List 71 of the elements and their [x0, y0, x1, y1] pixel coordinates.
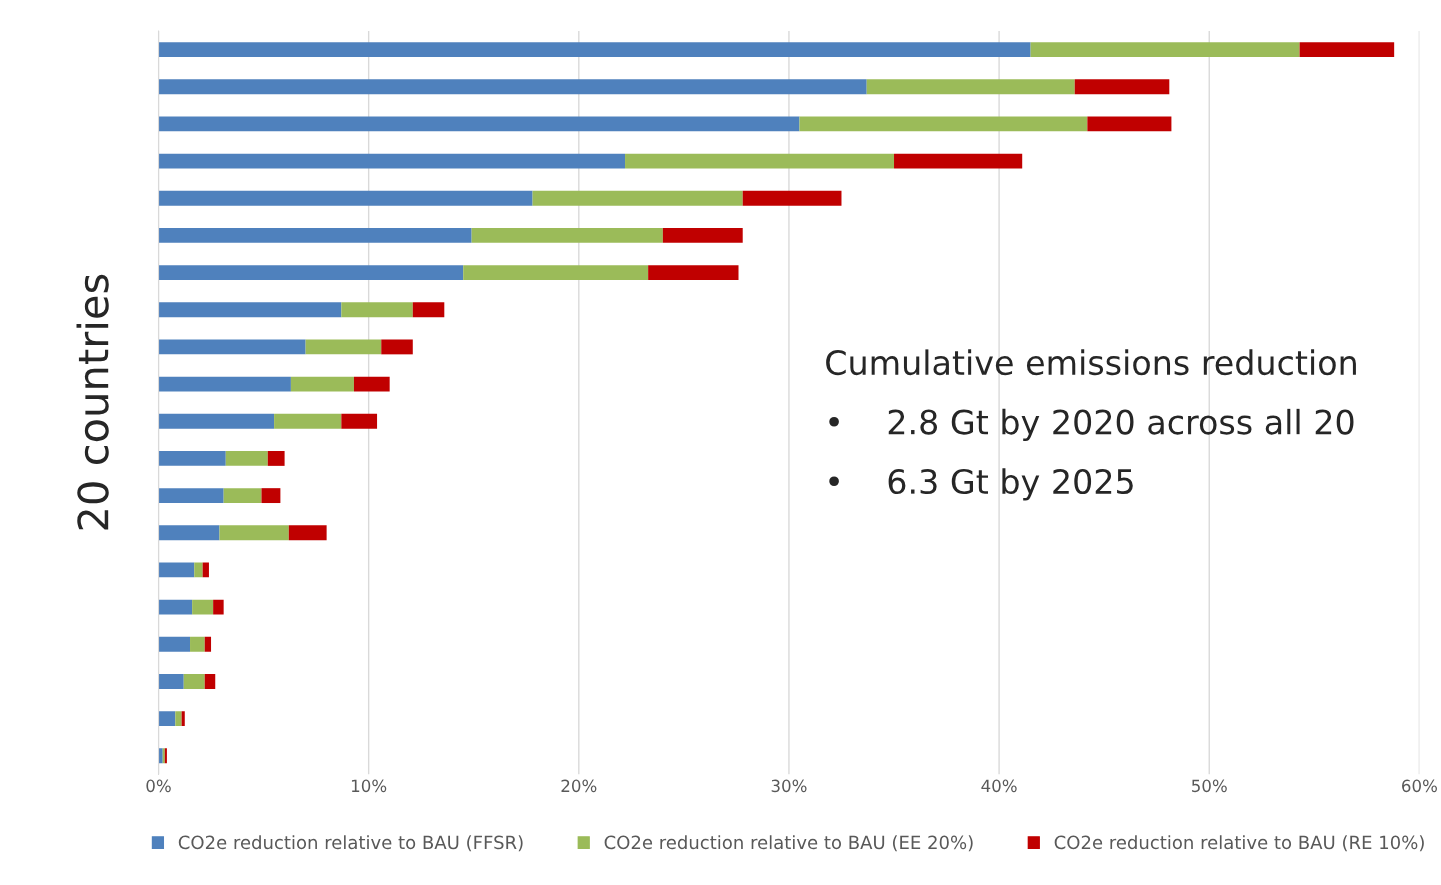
bar — [1074, 79, 1170, 95]
bar — [158, 451, 226, 466]
bar — [648, 265, 739, 281]
bar — [158, 376, 291, 392]
bar — [158, 711, 176, 727]
bar — [158, 413, 275, 429]
bar — [158, 488, 224, 504]
bar — [662, 227, 743, 243]
bar — [625, 153, 895, 169]
x-tick-label: 50% — [1192, 779, 1227, 793]
bar — [158, 562, 195, 578]
bar — [175, 711, 182, 727]
bar — [158, 599, 193, 615]
bar — [471, 227, 663, 243]
bar — [1299, 42, 1395, 57]
bar — [158, 674, 184, 689]
bar — [274, 413, 342, 429]
annotation: • 6.3 Gt by 2025 — [829, 468, 1133, 501]
bar — [225, 451, 268, 466]
bar — [290, 376, 354, 392]
annotation: • 2.8 Gt by 2020 across all 20 — [829, 408, 1354, 442]
bar — [190, 636, 205, 652]
bar — [213, 599, 224, 615]
bar — [194, 562, 203, 578]
x-tick-label: 0% — [146, 779, 171, 793]
bar — [305, 339, 382, 355]
bar — [894, 153, 1023, 169]
bar — [532, 190, 743, 206]
x-tick-label: 60% — [1402, 779, 1437, 793]
x-tick-label: 10% — [351, 779, 387, 793]
bar — [158, 227, 472, 243]
bar — [158, 636, 191, 652]
x-tick-label: 20% — [561, 779, 597, 793]
bar — [158, 190, 533, 206]
bar — [799, 116, 1088, 132]
bar — [381, 339, 413, 355]
bar — [261, 488, 281, 504]
legend-label: CO2e reduction relative to BAU (EE 20%) — [604, 835, 973, 852]
bar — [412, 302, 445, 318]
bar — [1030, 42, 1300, 57]
bar — [1087, 116, 1172, 132]
bar — [158, 339, 306, 355]
bar — [341, 413, 378, 429]
bar — [158, 42, 1031, 57]
bar — [158, 79, 867, 95]
bar — [223, 488, 262, 504]
bar — [192, 599, 214, 615]
x-tick-label: 30% — [771, 779, 807, 793]
annotation: Cumulative emissions reduction — [826, 349, 1356, 376]
bar — [742, 190, 842, 206]
bar — [158, 302, 342, 318]
bar — [463, 265, 649, 281]
legend-label: CO2e reduction relative to BAU (FFSR) — [178, 835, 523, 852]
bar — [341, 302, 413, 318]
legend-label: CO2e reduction relative to BAU (RE 10%) — [1054, 835, 1424, 852]
bar — [183, 674, 205, 689]
bar — [204, 636, 212, 652]
x-tick-label: 40% — [981, 779, 1017, 793]
bar — [866, 79, 1075, 95]
bar — [204, 674, 216, 689]
bar — [158, 265, 464, 281]
bar — [267, 451, 285, 466]
y-axis-title: 20 countries — [76, 274, 109, 530]
bar — [219, 525, 289, 541]
bar — [158, 748, 163, 764]
bar — [158, 153, 626, 169]
bar — [181, 711, 185, 727]
bar — [158, 116, 800, 132]
bar — [288, 525, 327, 541]
bar — [158, 525, 220, 541]
bar — [353, 376, 390, 392]
